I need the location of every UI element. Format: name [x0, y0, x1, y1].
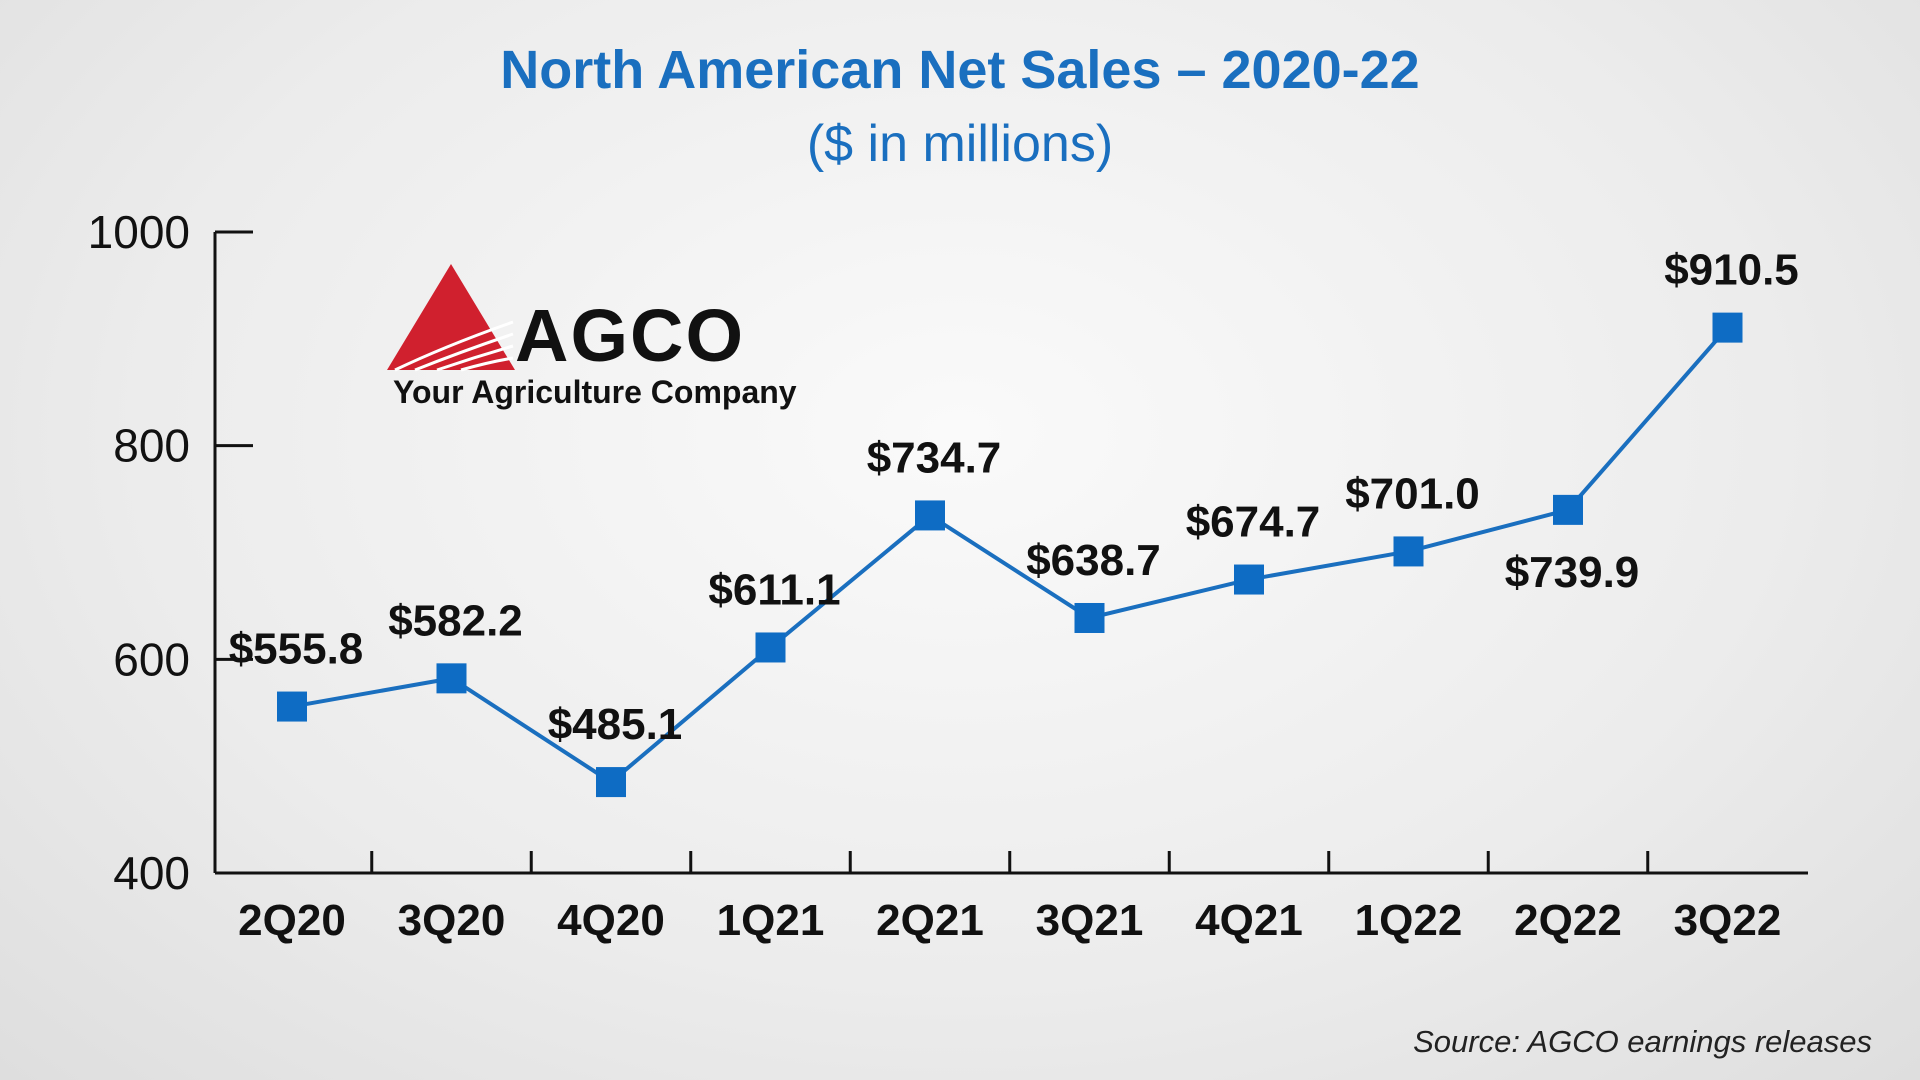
- data-label: $555.8: [229, 625, 364, 674]
- x-category-label: 1Q22: [1355, 896, 1463, 945]
- x-category-label: 4Q20: [557, 896, 665, 945]
- data-point-marker: [1553, 494, 1583, 525]
- y-tick-label: 600: [113, 633, 190, 685]
- source-note: Source: AGCO earnings releases: [1413, 1024, 1872, 1059]
- title-block: North American Net Sales – 2020-22 ($ in…: [0, 30, 1920, 178]
- y-tick-label: 1000: [88, 206, 190, 258]
- data-label: $582.2: [388, 596, 523, 645]
- data-point-marker: [755, 632, 786, 663]
- x-category-label: 2Q21: [876, 896, 984, 945]
- data-point-marker: [1393, 536, 1424, 567]
- x-category-label: 4Q21: [1195, 896, 1303, 945]
- y-tick-label: 800: [113, 420, 190, 472]
- x-category-label: 3Q21: [1036, 896, 1144, 945]
- data-label: $485.1: [548, 700, 683, 749]
- data-point-marker: [1712, 312, 1743, 343]
- data-label: $739.9: [1505, 548, 1640, 597]
- chart-title: North American Net Sales – 2020-22: [500, 40, 1420, 100]
- data-point-marker: [596, 767, 626, 798]
- data-label: $910.5: [1664, 246, 1799, 295]
- logo-tagline: Your Agriculture Company: [393, 374, 797, 410]
- x-category-label: 3Q20: [398, 896, 506, 945]
- x-category-label: 3Q22: [1674, 896, 1782, 945]
- x-category-label: 1Q21: [717, 896, 825, 945]
- chart-subtitle: ($ in millions): [806, 115, 1114, 173]
- x-category-label: 2Q20: [238, 896, 346, 945]
- data-point-marker: [1074, 602, 1105, 633]
- data-label: $701.0: [1345, 469, 1480, 518]
- data-point-marker: [277, 691, 307, 722]
- agco-logo: AGCO Your Agriculture Company: [385, 262, 805, 422]
- agco-triangle-icon: [387, 264, 515, 372]
- series-line: [291, 326, 1730, 785]
- y-tick-label: 400: [113, 847, 190, 899]
- x-category-label: 2Q22: [1514, 896, 1622, 945]
- logo-wordmark: AGCO: [515, 294, 745, 377]
- data-label: $611.1: [708, 565, 840, 614]
- data-label: $674.7: [1186, 498, 1321, 547]
- data-point-marker: [1234, 564, 1264, 595]
- data-point-marker: [915, 500, 945, 531]
- data-label: $638.7: [1026, 536, 1161, 585]
- data-point-marker: [436, 663, 467, 694]
- data-label: $734.7: [867, 433, 1002, 482]
